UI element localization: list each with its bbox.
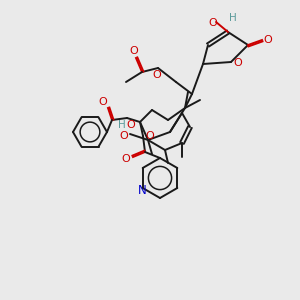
Text: O: O xyxy=(234,58,242,68)
Text: O: O xyxy=(127,120,135,130)
Text: O: O xyxy=(208,18,217,28)
Text: O: O xyxy=(120,131,128,141)
Text: O: O xyxy=(130,46,138,56)
Text: H: H xyxy=(229,13,237,23)
Text: O: O xyxy=(264,35,272,45)
Text: O: O xyxy=(99,97,107,107)
Text: N: N xyxy=(138,184,147,196)
Text: O: O xyxy=(122,154,130,164)
Text: O: O xyxy=(153,70,161,80)
Text: H: H xyxy=(118,120,126,130)
Text: O: O xyxy=(146,131,154,141)
